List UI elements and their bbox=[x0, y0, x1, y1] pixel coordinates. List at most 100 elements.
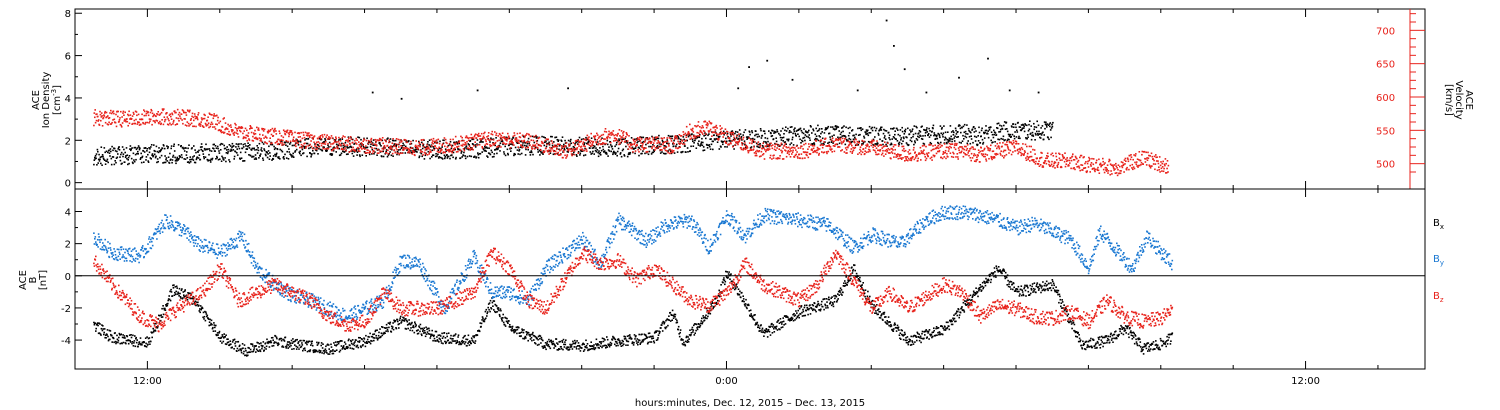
velocity-point bbox=[1040, 151, 1042, 154]
velocity-point bbox=[748, 150, 750, 152]
density-point bbox=[973, 126, 975, 128]
density-point bbox=[218, 152, 221, 154]
density-point bbox=[709, 138, 711, 140]
density-point bbox=[100, 146, 103, 148]
velocity-point bbox=[104, 110, 106, 113]
velocity-point bbox=[809, 153, 812, 155]
velocity-point bbox=[405, 147, 407, 149]
density-point bbox=[292, 156, 295, 158]
density-point bbox=[1025, 137, 1028, 140]
velocity-point bbox=[369, 151, 371, 153]
velocity-point bbox=[607, 135, 609, 138]
density-point bbox=[298, 151, 301, 154]
velocity-point bbox=[1138, 151, 1141, 153]
density-point bbox=[210, 150, 213, 152]
velocity-point bbox=[867, 151, 870, 153]
density-point bbox=[939, 136, 941, 139]
density-point bbox=[972, 141, 974, 144]
density-point bbox=[763, 130, 766, 132]
velocity-point bbox=[1016, 148, 1019, 151]
velocity-point bbox=[692, 131, 695, 133]
velocity-point bbox=[1063, 156, 1065, 159]
density-point bbox=[983, 132, 985, 135]
density-point bbox=[263, 148, 265, 150]
density-point bbox=[414, 150, 416, 152]
velocity-point bbox=[342, 148, 344, 151]
density-point bbox=[191, 147, 193, 149]
velocity-point bbox=[794, 154, 797, 157]
velocity-point bbox=[905, 159, 908, 161]
velocity-point bbox=[746, 146, 749, 149]
bx-point bbox=[128, 339, 130, 342]
density-point bbox=[789, 143, 791, 146]
velocity-point bbox=[907, 157, 910, 160]
velocity-point bbox=[327, 148, 330, 150]
velocity-point bbox=[127, 124, 129, 127]
density-point bbox=[421, 155, 423, 158]
density-point bbox=[1028, 123, 1030, 126]
density-point bbox=[296, 140, 299, 142]
bx-point bbox=[132, 334, 134, 337]
velocity-point bbox=[980, 153, 983, 155]
density-point bbox=[623, 155, 626, 157]
density-point bbox=[864, 140, 866, 143]
velocity-point bbox=[961, 146, 963, 148]
velocity-point bbox=[406, 141, 408, 144]
velocity-point bbox=[771, 158, 773, 160]
velocity-point bbox=[883, 155, 885, 157]
velocity-point bbox=[1152, 158, 1154, 160]
density-point bbox=[653, 138, 656, 141]
density-point-outlier bbox=[856, 89, 859, 92]
velocity-point bbox=[646, 137, 648, 140]
density-point bbox=[240, 157, 243, 159]
density-point bbox=[206, 148, 208, 151]
velocity-point bbox=[463, 149, 466, 152]
density-point bbox=[925, 129, 928, 131]
density-point bbox=[448, 144, 451, 146]
velocity-point bbox=[1112, 165, 1114, 168]
density-point bbox=[117, 148, 119, 150]
density-point bbox=[613, 151, 616, 154]
velocity-point bbox=[248, 138, 250, 140]
density-point bbox=[289, 141, 292, 144]
velocity-point bbox=[330, 143, 332, 145]
velocity-point bbox=[353, 149, 356, 152]
density-point bbox=[798, 135, 800, 138]
velocity-point bbox=[788, 150, 791, 153]
density-point bbox=[219, 144, 222, 146]
density-point bbox=[880, 126, 883, 129]
velocity-point bbox=[821, 146, 824, 149]
velocity-point bbox=[227, 123, 229, 126]
density-point bbox=[652, 149, 655, 151]
density-point bbox=[477, 152, 479, 154]
velocity-point bbox=[457, 141, 460, 144]
velocity-point bbox=[163, 108, 165, 110]
density-point bbox=[576, 155, 578, 157]
density-point bbox=[612, 151, 615, 154]
density-point bbox=[109, 155, 111, 157]
velocity-point bbox=[540, 140, 543, 143]
density-point bbox=[957, 125, 960, 127]
bx-point bbox=[107, 335, 109, 338]
velocity-point bbox=[722, 132, 724, 134]
velocity-point bbox=[351, 141, 354, 144]
velocity-point bbox=[177, 113, 180, 116]
density-point bbox=[139, 147, 141, 149]
velocity-point bbox=[790, 147, 793, 149]
velocity-point bbox=[126, 118, 128, 120]
bx-point bbox=[118, 336, 120, 339]
density-point bbox=[899, 129, 902, 131]
density-point bbox=[586, 142, 588, 145]
density-point bbox=[927, 133, 930, 135]
density-point bbox=[454, 158, 457, 160]
velocity-point bbox=[282, 139, 284, 142]
velocity-point bbox=[258, 137, 261, 139]
velocity-point bbox=[326, 134, 328, 136]
velocity-point bbox=[780, 142, 783, 145]
velocity-point bbox=[166, 112, 168, 114]
density-point bbox=[242, 160, 244, 162]
velocity-point bbox=[137, 113, 140, 116]
bx-point bbox=[168, 298, 171, 301]
velocity-point bbox=[871, 142, 873, 144]
